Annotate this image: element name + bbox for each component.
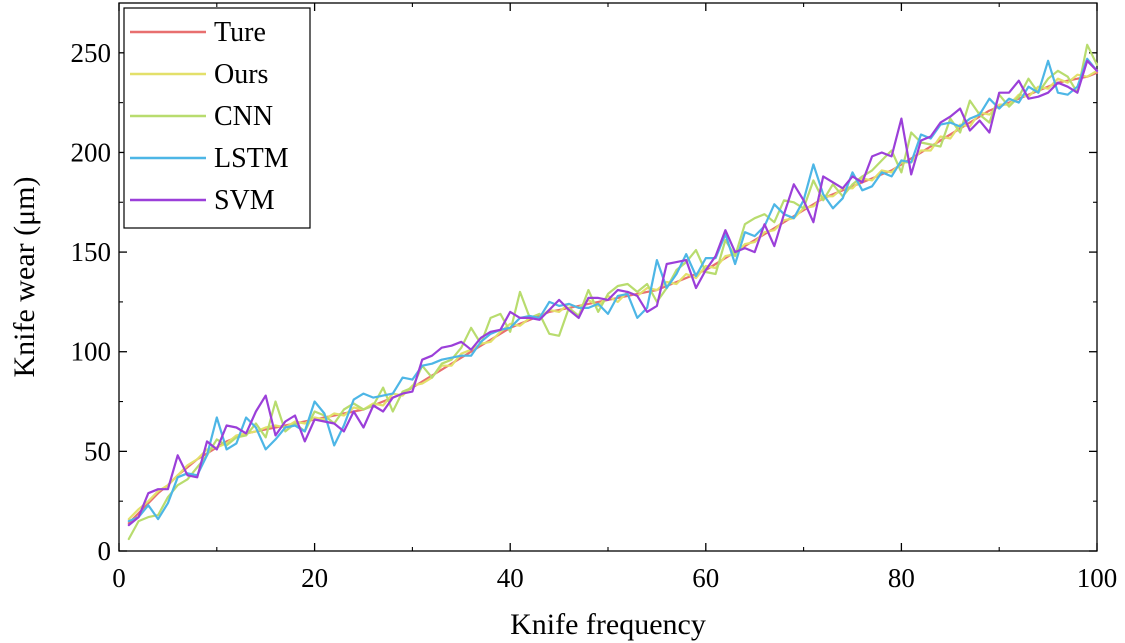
y-tick-label: 50 — [84, 436, 111, 466]
axes: 0 20 40 60 80 100 0 50 100 150 200 250 — [71, 2, 1118, 593]
series-layer — [127, 43, 1099, 541]
legend-label-lstm: LSTM — [214, 143, 289, 174]
legend: Ture Ours CNN LSTM SVM — [123, 7, 311, 229]
legend-label-ture: Ture — [214, 17, 266, 48]
y-tick-label: 100 — [71, 337, 112, 367]
legend-label-cnn: CNN — [214, 101, 273, 132]
y-axis-label: Knife wear (μm) — [8, 177, 41, 378]
x-tick-label: 100 — [1077, 563, 1118, 593]
series-line-ours — [127, 69, 1099, 521]
y-tick-label: 0 — [98, 536, 112, 566]
legend-label-svm: SVM — [214, 185, 275, 216]
x-tick-label: 80 — [888, 563, 915, 593]
y-tick-label: 200 — [71, 137, 112, 167]
series-line-lstm — [127, 57, 1099, 523]
x-tick-label: 20 — [301, 563, 328, 593]
y-tick-label: 250 — [71, 38, 112, 68]
x-tick-label: 0 — [112, 563, 126, 593]
legend-box — [123, 7, 311, 229]
legend-label-ours: Ours — [214, 59, 268, 90]
x-tick-label: 60 — [692, 563, 719, 593]
x-axis-label: Knife frequency — [510, 608, 706, 641]
series-line-svm — [127, 59, 1099, 527]
y-tick-label: 150 — [71, 237, 112, 267]
x-tick-label: 40 — [497, 563, 524, 593]
